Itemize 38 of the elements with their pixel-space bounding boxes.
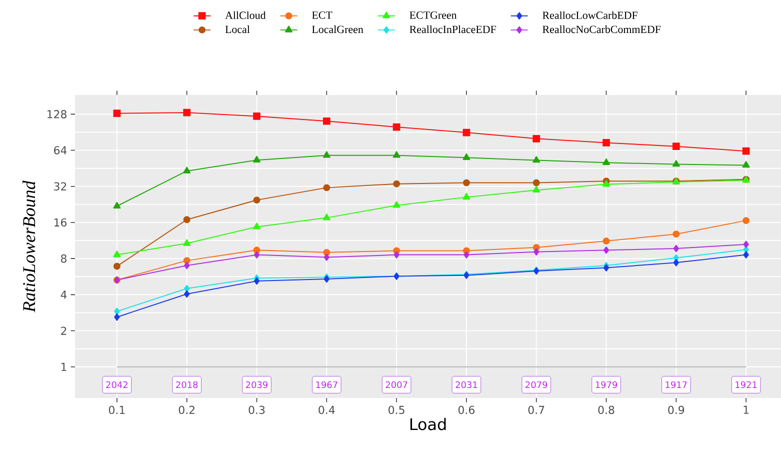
x-tick-label: 1	[744, 406, 749, 414]
annotation: 2042	[106, 381, 128, 388]
annotation: 2039	[246, 381, 268, 388]
x-tick-label: 0.9	[668, 406, 684, 414]
annotation: 2018	[176, 381, 198, 388]
x-tick-label: 0.3	[248, 406, 265, 414]
annotation: 2007	[386, 381, 408, 388]
annotation: 1967	[316, 381, 338, 388]
annotation: 1917	[666, 381, 687, 388]
annotation: 1921	[736, 381, 757, 388]
x-axis-title: Load	[410, 418, 446, 430]
x-tick-label: 0.1	[108, 406, 125, 414]
y-tick-label: 128	[48, 110, 66, 118]
legend-label: ECTGreen	[410, 11, 457, 19]
legend-label: LocalGreen	[312, 25, 364, 34]
annotation: 2031	[456, 381, 478, 388]
x-tick-label: 0.7	[528, 406, 544, 414]
legend-label: ReallocInPlaceEDF	[410, 25, 496, 34]
y-axis-title: RatioLowerBound	[22, 180, 36, 312]
y-tick-label: 32	[54, 182, 66, 191]
annotation: 2079	[526, 381, 548, 388]
y-tick-label: 1	[61, 362, 66, 371]
legend-label: ReallocLowCarbEDF	[542, 11, 638, 20]
y-tick-label: 4	[60, 290, 67, 299]
x-tick-label: 0.2	[178, 406, 194, 414]
x-tick-label: 0.4	[318, 406, 335, 414]
legend-label: ReallocNoCarbCommEDF	[542, 25, 661, 34]
x-tick-label: 0.5	[388, 406, 404, 414]
legend-label: AllCloud	[225, 11, 266, 20]
y-tick-label: 2	[61, 326, 66, 335]
x-tick-label: 0.8	[598, 406, 614, 414]
y-tick-label: 8	[61, 254, 66, 263]
legend-label: Local	[225, 25, 250, 34]
y-tick-label: 64	[54, 146, 67, 154]
x-tick-label: 0.6	[458, 406, 474, 414]
legend-label: ECT	[312, 11, 332, 19]
y-tick-label: 16	[54, 218, 67, 227]
annotation: 1979	[596, 381, 618, 388]
